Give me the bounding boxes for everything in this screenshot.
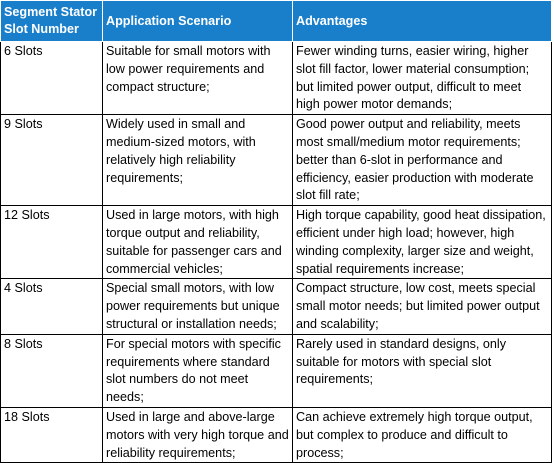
cell-slots: 9 Slots — [0, 114, 103, 207]
cell-advantages: Can achieve extremely high torque output… — [292, 406, 552, 463]
table-row: 12 Slots Used in large motors, with high… — [0, 205, 552, 280]
cell-advantages: High torque capability, good heat dissip… — [292, 205, 552, 280]
cell-advantages: Good power output and reliability, meets… — [292, 114, 552, 207]
cell-slots: 8 Slots — [0, 333, 103, 408]
table-row: 18 Slots Used in large and above-large m… — [0, 406, 552, 463]
cell-application: Used in large and above-large motors wit… — [102, 406, 293, 463]
header-application-scenario: Application Scenario — [102, 0, 293, 42]
table-header-row: Segment Stator Slot Number Application S… — [0, 0, 552, 42]
cell-application: Widely used in small and medium-sized mo… — [102, 114, 293, 207]
cell-advantages: Rarely used in standard designs, only su… — [292, 333, 552, 408]
header-advantages: Advantages — [292, 0, 552, 42]
table-row: 6 Slots Suitable for small motors with l… — [0, 40, 552, 116]
table-row: 9 Slots Widely used in small and medium-… — [0, 114, 552, 207]
header-slot-number: Segment Stator Slot Number — [0, 0, 103, 42]
cell-application: Suitable for small motors with low power… — [102, 40, 293, 116]
table-row: 4 Slots Special small motors, with low p… — [0, 278, 552, 335]
cell-slots: 18 Slots — [0, 406, 103, 463]
cell-slots: 4 Slots — [0, 278, 103, 335]
cell-advantages: Fewer winding turns, easier wiring, high… — [292, 40, 552, 116]
cell-application: For special motors with specific require… — [102, 333, 293, 408]
cell-application: Special small motors, with low power req… — [102, 278, 293, 335]
cell-slots: 6 Slots — [0, 40, 103, 116]
cell-slots: 12 Slots — [0, 205, 103, 280]
cell-advantages: Compact structure, low cost, meets speci… — [292, 278, 552, 335]
table-row: 8 Slots For special motors with specific… — [0, 333, 552, 408]
cell-application: Used in large motors, with high torque o… — [102, 205, 293, 280]
